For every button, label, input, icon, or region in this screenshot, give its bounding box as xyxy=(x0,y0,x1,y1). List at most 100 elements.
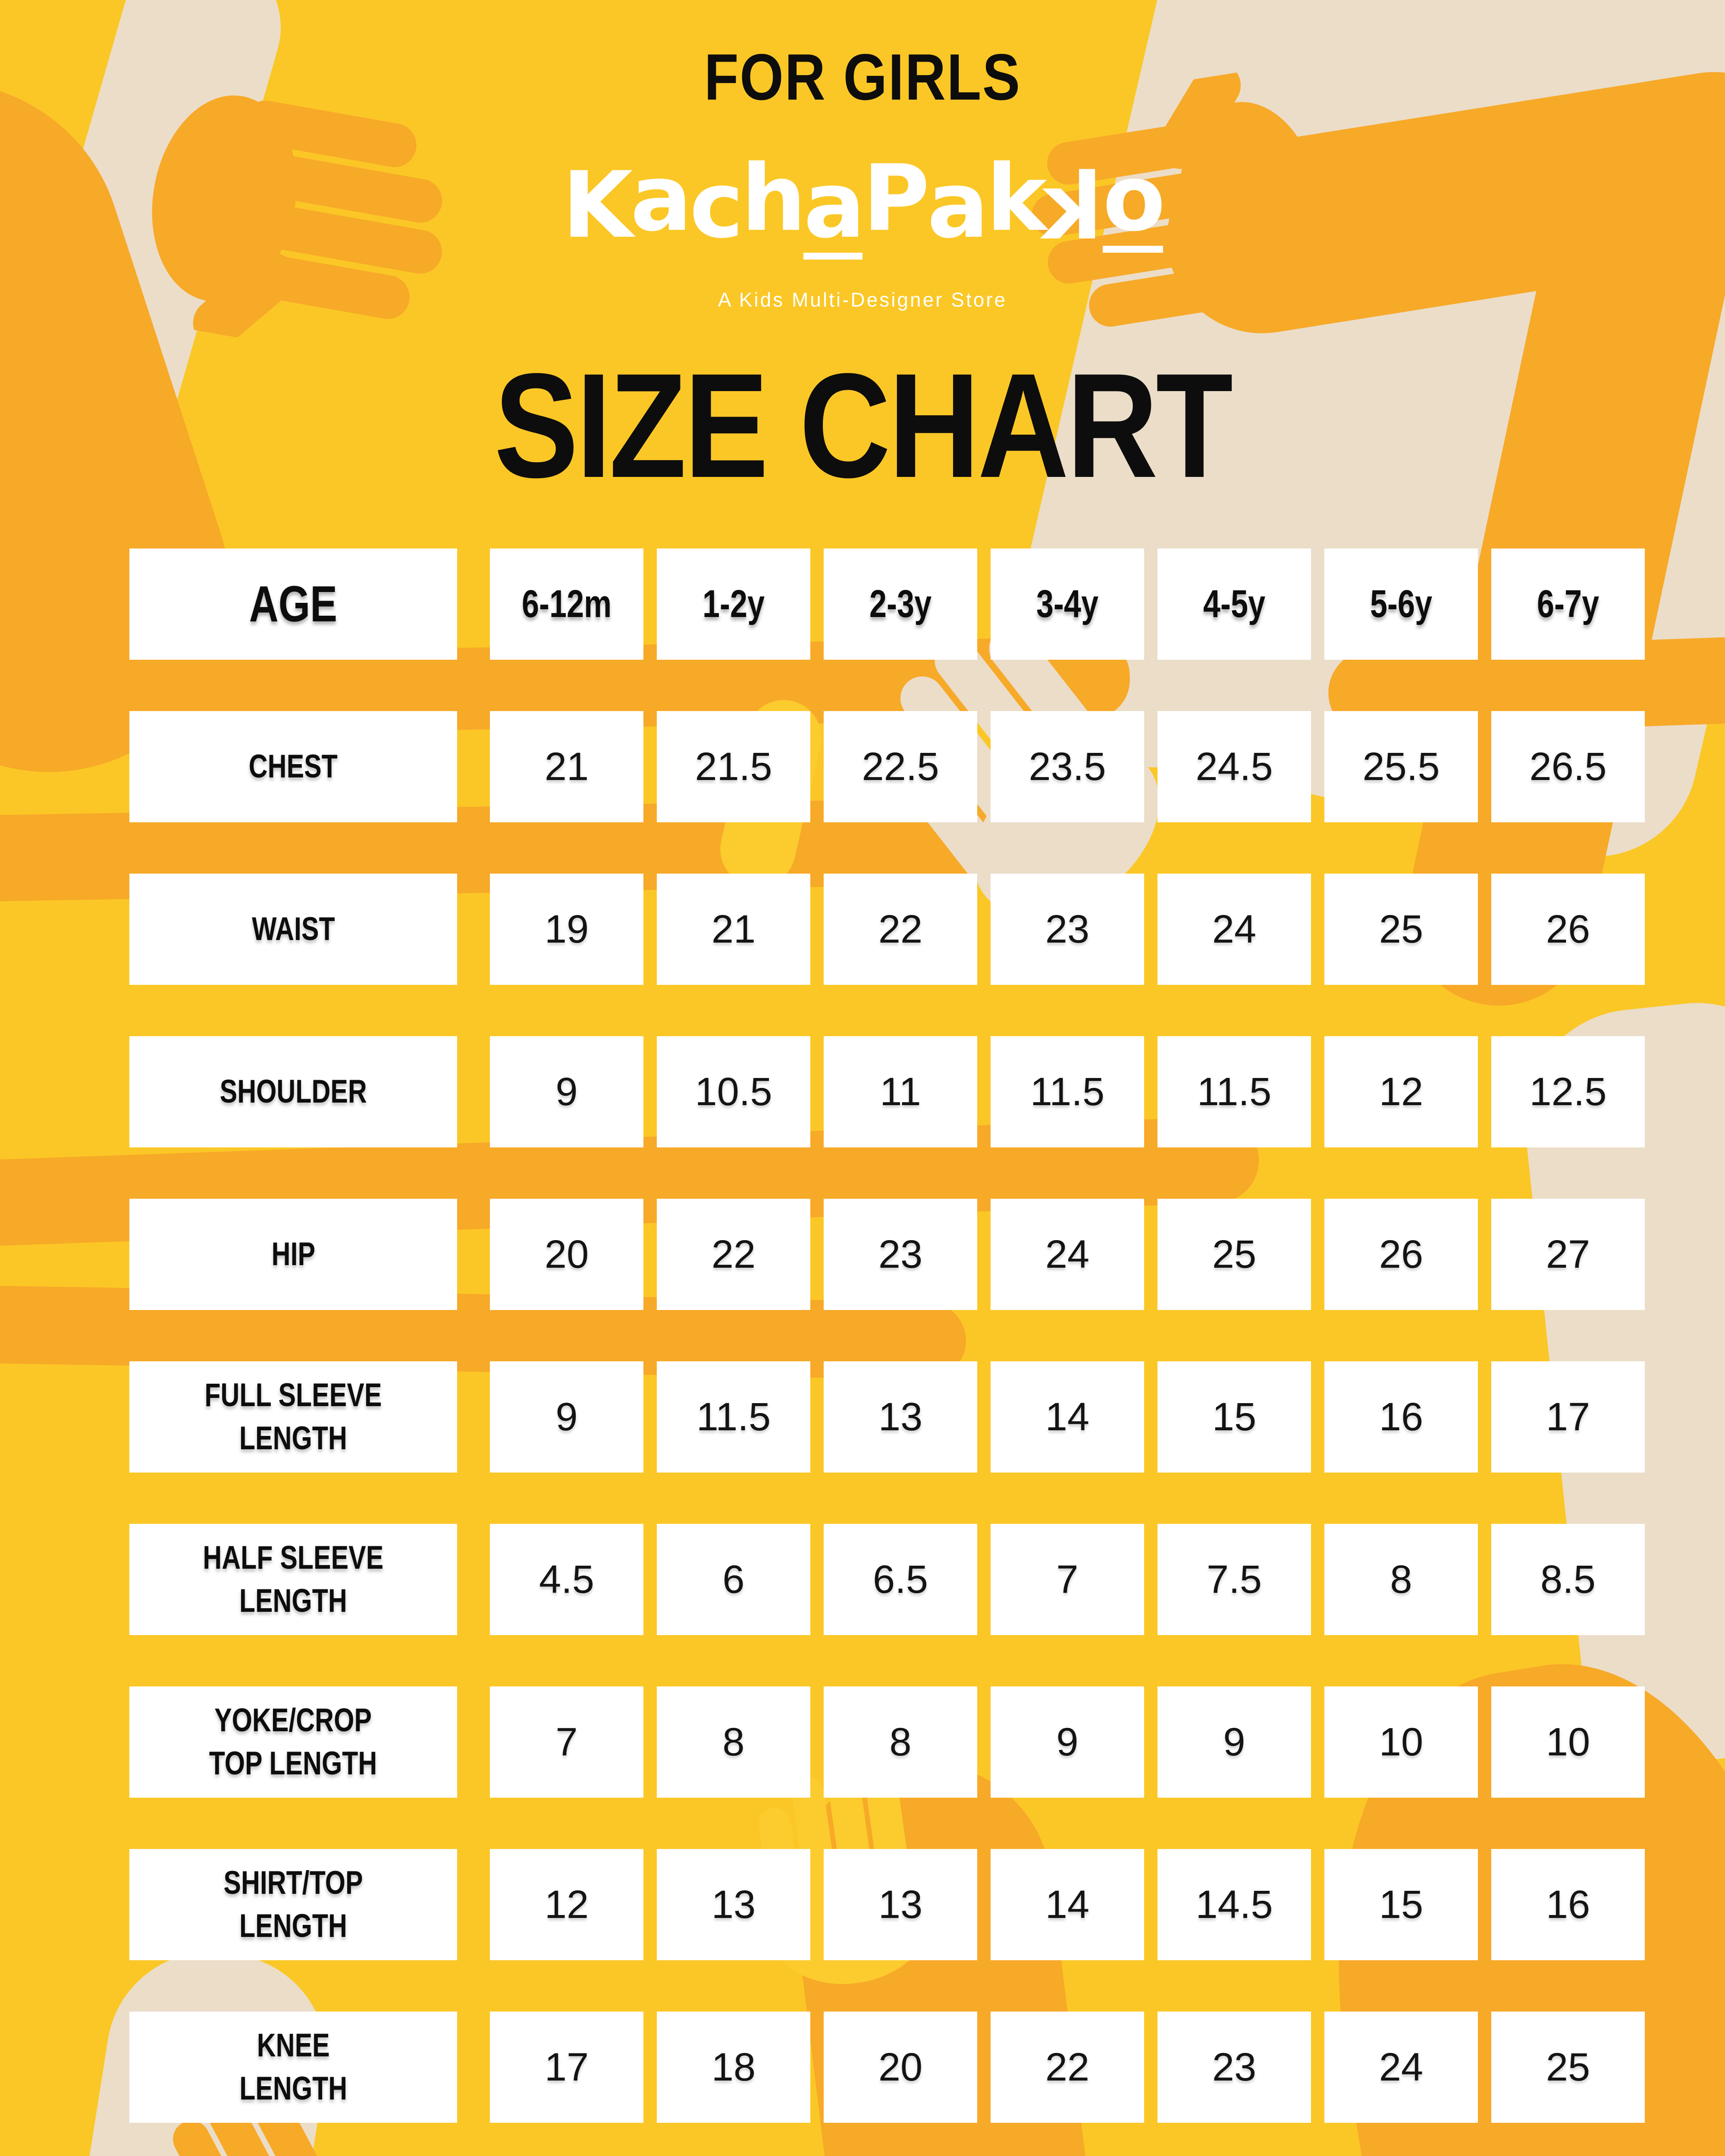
size-value-cell: 16 xyxy=(1324,1361,1478,1473)
row-label: FULL SLEEVE LENGTH xyxy=(204,1376,382,1457)
size-value: 11.5 xyxy=(696,1395,771,1439)
size-value-cell: 27 xyxy=(1491,1199,1645,1310)
size-value-cell: 18 xyxy=(657,2012,810,2123)
age-column-label: 3-4y xyxy=(1036,582,1099,626)
size-value-cell: 11 xyxy=(824,1036,977,1147)
table-header-row: AGE 6-12m 1-2y 2-3y 3-4y 4-5y 5-6y 6-7y xyxy=(129,548,1645,660)
size-value-cell: 17 xyxy=(490,2012,643,2123)
logo-letter: k xyxy=(1044,154,1103,260)
size-value-cell: 7 xyxy=(991,1524,1144,1635)
size-value-cell: 9 xyxy=(1157,1686,1311,1798)
size-value-cell: 17 xyxy=(1491,1361,1645,1473)
table-row: CHEST 21 21.5 22.5 23.5 24.5 25.5 26.5 xyxy=(129,711,1645,822)
size-value-cell: 11.5 xyxy=(991,1036,1144,1147)
size-value: 27 xyxy=(1546,1232,1590,1276)
logo-letter: h xyxy=(741,145,806,251)
size-value-cell: 25 xyxy=(1324,874,1478,985)
age-column-cell: 6-7y xyxy=(1491,548,1645,660)
size-value: 4.5 xyxy=(539,1557,594,1601)
row-label: HIP xyxy=(271,1235,315,1272)
age-header-cell: AGE xyxy=(129,548,457,660)
size-value-cell: 7 xyxy=(490,1686,643,1798)
size-value-cell: 21 xyxy=(657,874,810,985)
size-value: 7.5 xyxy=(1207,1557,1262,1601)
size-value-cell: 11.5 xyxy=(657,1361,810,1473)
size-value-cell: 12 xyxy=(1324,1036,1478,1147)
page-title-text: SIZE CHART xyxy=(494,343,1233,509)
table-row: SHIRT/TOP LENGTH 12 13 13 14 14.5 15 16 xyxy=(129,1849,1645,1960)
age-column-label: 1-2y xyxy=(702,582,765,626)
eyebrow-text: FOR GIRLS xyxy=(704,41,1021,114)
size-value: 26 xyxy=(1546,907,1590,951)
size-value: 13 xyxy=(878,1882,923,1927)
size-value-cell: 23.5 xyxy=(991,711,1144,822)
age-column-cell: 3-4y xyxy=(991,548,1144,660)
size-value-cell: 24.5 xyxy=(1157,711,1311,822)
row-label-cell: KNEE LENGTH xyxy=(129,2012,457,2123)
row-label-cell: WAIST xyxy=(129,874,457,985)
size-value-cell: 8 xyxy=(824,1686,977,1798)
size-value-cell: 8.5 xyxy=(1491,1524,1645,1635)
table-row: WAIST 19 21 22 23 24 25 26 xyxy=(129,874,1645,985)
size-value-cell: 21.5 xyxy=(657,711,810,822)
row-label: SHIRT/TOP LENGTH xyxy=(223,1864,363,1944)
size-value: 8 xyxy=(889,1720,912,1764)
size-value: 22.5 xyxy=(862,744,939,789)
logo-letter: P xyxy=(862,145,929,251)
size-value: 8 xyxy=(722,1720,745,1764)
size-value-cell: 16 xyxy=(1491,1849,1645,1960)
logo-letter: o xyxy=(1102,153,1166,253)
age-column-label: 4-5y xyxy=(1203,582,1266,626)
size-value-cell: 20 xyxy=(490,1199,643,1310)
size-value: 14.5 xyxy=(1195,1882,1273,1927)
size-value: 16 xyxy=(1379,1395,1424,1439)
size-value-cell: 12.5 xyxy=(1491,1036,1645,1147)
size-value-cell: 24 xyxy=(991,1199,1144,1310)
age-column-label: 2-3y xyxy=(869,582,932,626)
size-value-cell: 9 xyxy=(991,1686,1144,1798)
size-value: 25 xyxy=(1379,907,1424,951)
age-column-cell: 1-2y xyxy=(657,548,810,660)
size-value-cell: 25 xyxy=(1491,2012,1645,2123)
size-value: 11.5 xyxy=(1197,1069,1272,1114)
size-value: 20 xyxy=(878,2045,923,2089)
page-title: SIZE CHART xyxy=(0,341,1725,511)
eyebrow-title: FOR GIRLS xyxy=(0,40,1725,115)
row-label-cell: HALF SLEEVE LENGTH xyxy=(129,1524,457,1635)
size-value: 8.5 xyxy=(1540,1557,1596,1601)
age-header-label: AGE xyxy=(249,576,338,633)
size-value-cell: 8 xyxy=(657,1686,810,1798)
size-value: 24.5 xyxy=(1195,744,1273,789)
size-value: 25.5 xyxy=(1362,744,1440,789)
row-label: SHOULDER xyxy=(220,1073,367,1110)
size-value-cell: 25.5 xyxy=(1324,711,1478,822)
logo-letter: a xyxy=(630,145,692,251)
size-value-cell: 15 xyxy=(1157,1361,1311,1473)
size-value: 6.5 xyxy=(873,1557,928,1601)
size-value: 15 xyxy=(1212,1395,1257,1439)
row-label-cell: SHOULDER xyxy=(129,1036,457,1147)
age-column-cell: 5-6y xyxy=(1324,548,1478,660)
size-value: 26.5 xyxy=(1529,744,1607,789)
age-column-label: 6-7y xyxy=(1537,582,1600,626)
size-value-cell: 13 xyxy=(824,1849,977,1960)
table-row: HIP 20 22 23 24 25 26 27 xyxy=(129,1199,1645,1310)
size-value-cell: 24 xyxy=(1157,874,1311,985)
table-row: KNEE LENGTH 17 18 20 22 23 24 25 xyxy=(129,2012,1645,2123)
size-value: 6 xyxy=(722,1557,745,1601)
size-value: 18 xyxy=(711,2045,756,2089)
size-value-cell: 10.5 xyxy=(657,1036,810,1147)
size-value-cell: 6.5 xyxy=(824,1524,977,1635)
size-value: 25 xyxy=(1546,2045,1590,2089)
size-value: 25 xyxy=(1212,1232,1257,1276)
size-value-cell: 8 xyxy=(1324,1524,1478,1635)
size-value-cell: 24 xyxy=(1324,2012,1478,2123)
size-value-cell: 26.5 xyxy=(1491,711,1645,822)
size-value-cell: 22 xyxy=(991,2012,1144,2123)
logo-letter: c xyxy=(689,152,744,258)
brand-tagline: A Kids Multi-Designer Store xyxy=(718,288,1007,311)
row-label-cell: CHEST xyxy=(129,711,457,822)
size-value: 11.5 xyxy=(1030,1069,1105,1114)
row-label: CHEST xyxy=(248,748,338,785)
